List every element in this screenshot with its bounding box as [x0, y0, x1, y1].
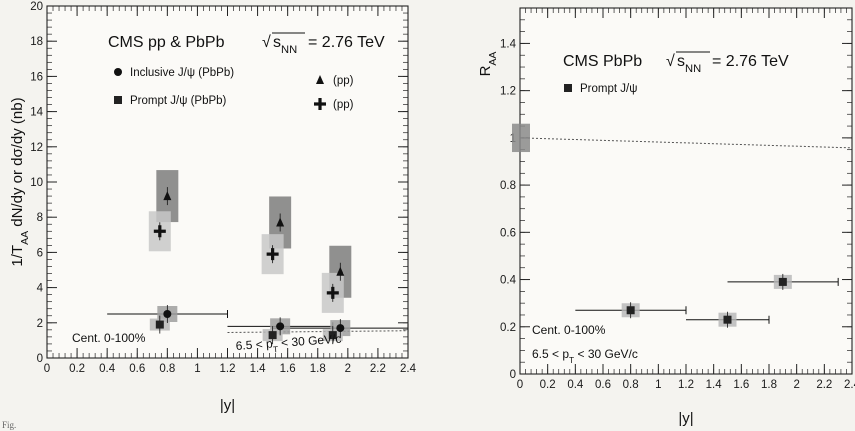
unity-reference-line: [519, 137, 853, 149]
y-tick-label: 0: [37, 353, 43, 365]
y-tick-label: 0.6: [500, 227, 516, 239]
x-tick-label: 0.2: [540, 379, 556, 391]
data-point-cross: [326, 286, 339, 299]
y-axis-title: RAA: [477, 52, 499, 77]
y-tick-label: 0.8: [500, 180, 516, 192]
x-tick-label: 0.6: [595, 379, 611, 391]
centrality-label: Cent. 0-100%: [532, 323, 606, 337]
figure-caption: Fig.: [2, 420, 16, 430]
data-point-circle: [163, 310, 172, 318]
x-tick-label: 0: [517, 379, 523, 391]
x-tick-label: 1.2: [220, 363, 236, 375]
energy-label: = 2.76 TeV: [308, 34, 385, 51]
x-tick-label: 0.8: [623, 379, 639, 391]
pt-range-label: 6.5 < pT < 30 GeV/c: [532, 347, 638, 365]
x-tick-label: 0.4: [567, 379, 584, 391]
x-tick-label: 0.8: [159, 363, 175, 375]
x-tick-label: 2: [793, 379, 799, 391]
plot-title: CMS pp & PbPb: [108, 34, 225, 51]
data-point-square: [778, 277, 787, 286]
y-tick-label: 0: [510, 369, 516, 381]
legend-label: Prompt J/ψ (PbPb): [130, 95, 227, 107]
y-tick-label: 8: [37, 212, 43, 224]
centrality-label: Cent. 0-100%: [72, 331, 146, 345]
x-tick-label: 0.6: [129, 363, 145, 375]
data-point-triangle: [276, 217, 285, 227]
legend-label: (pp): [333, 75, 354, 87]
snn-label: sNN: [273, 34, 297, 56]
legend-marker-square: [564, 84, 572, 92]
raa-plot: 0 0.2 0.4 0.6 0.8 1 1.2 1.4 1.6 1.8 2 2.2 2.4 0 0.2 0.4…: [477, 7, 855, 427]
legend-marker-triangle: [316, 75, 324, 84]
y-tick-label: 20: [30, 1, 43, 13]
x-tick-label: 1: [194, 363, 200, 375]
y-tick-label: 14: [30, 107, 43, 119]
data-point-circle: [276, 322, 285, 331]
data-point-square: [626, 306, 635, 315]
x-tick-label: 2.2: [816, 379, 832, 391]
x-tick-label: 1.6: [280, 363, 296, 375]
x-tick-label: 0.2: [69, 363, 85, 375]
x-tick-label: 1: [655, 379, 661, 391]
x-tick-label: 0: [44, 363, 50, 375]
x-tick-label: 2.2: [370, 363, 386, 375]
y-tick-label: 18: [30, 36, 43, 48]
y-tick-label: 0.4: [500, 275, 517, 287]
data-point-square: [268, 331, 277, 340]
legend-marker-cross: [314, 98, 326, 110]
y-tick-label: 2: [37, 318, 43, 330]
y-tick-label: 6: [37, 247, 43, 259]
data-point-cross: [153, 225, 166, 238]
legend-label: Inclusive J/ψ (PbPb): [130, 67, 234, 79]
x-tick-label: 1.4: [250, 363, 267, 375]
energy-label: = 2.76 TeV: [712, 53, 789, 70]
pt-range-label: 6.5 < pT < 30 GeV/c: [235, 332, 342, 357]
global-uncertainty-box: [512, 123, 530, 153]
data-point-triangle: [163, 191, 172, 201]
legend-marker-circle: [114, 68, 122, 76]
sqrt-snn-symbol: √: [262, 34, 271, 51]
data-point-cross: [266, 248, 279, 261]
snn-label: sNN: [677, 53, 701, 75]
data-point-triangle: [336, 266, 345, 276]
data-point-circle: [336, 324, 345, 333]
x-tick-label: 1.4: [706, 379, 723, 391]
y-tick-label: 0.2: [500, 322, 516, 334]
x-tick-label: 1.8: [310, 363, 326, 375]
legend-label: (pp): [333, 99, 354, 111]
x-tick-label: 2: [345, 363, 351, 375]
y-axis-title: 1/TAA dN/dy or dσ/dy (nb): [9, 97, 31, 266]
y-tick-label: 16: [30, 71, 43, 83]
plot-title: CMS PbPb: [563, 53, 642, 70]
x-tick-label: 2.4: [844, 379, 855, 391]
inclusive-prompt-yield-plot: 0 0.2 0.4 0.6 0.8 1 1.2 1.4 1.6 1.8 2 2.2 2.4 0 2 4 6 8 10…: [9, 1, 417, 414]
x-axis-title: |y|: [220, 397, 235, 414]
x-axis-title: |y|: [678, 410, 693, 427]
plot-frame: [46, 5, 409, 359]
x-tick-label: 0.4: [99, 363, 116, 375]
y-tick-label: 10: [30, 177, 43, 189]
x-tick-label: 1.6: [733, 379, 749, 391]
legend-marker-square: [114, 96, 122, 104]
x-tick-label: 2.4: [400, 363, 417, 375]
y-tick-label: 4: [37, 283, 44, 295]
data-point-square: [723, 315, 732, 324]
legend-label: Prompt J/ψ: [580, 83, 637, 95]
x-tick-label: 1.8: [761, 379, 777, 391]
y-tick-label: 1.4: [500, 38, 517, 50]
x-tick-label: 1.2: [678, 379, 694, 391]
sqrt-snn-symbol: √: [666, 53, 675, 70]
data-point-square: [155, 320, 164, 329]
y-tick-label: 1.2: [500, 86, 516, 98]
y-tick-label: 12: [30, 142, 43, 154]
data-point-square: [328, 331, 337, 340]
